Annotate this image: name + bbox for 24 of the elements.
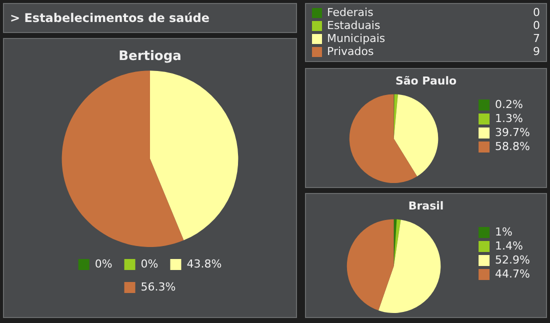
legend-label: 43.8% [186,257,222,270]
legend-label: 0.2% [495,98,524,111]
legend-label: 56.3% [140,280,176,294]
legend-label: 0% [94,257,112,270]
legend-label: 1% [495,225,513,238]
data-label: 7 [533,32,540,45]
legend-label: 58.8% [495,140,530,153]
category-label: Federais [327,6,374,19]
legend-label: 0% [140,257,158,270]
data-label: 0 [533,6,540,19]
category-label: Privados [327,45,375,58]
text: > Estabelecimentos de saúde [10,10,211,25]
legend-label: 44.7% [495,267,530,280]
chart-title: Brasil [408,199,444,212]
legend-label: 1.3% [495,112,524,125]
data-label: 9 [533,45,540,58]
data-label: 0 [533,19,540,32]
category-label: Municipais [327,32,386,45]
legend-label: 39.7% [495,126,530,139]
chart-title: Bertioga [118,49,182,64]
category-label: Estaduais [327,19,382,32]
legend-label: 52.9% [495,253,530,266]
chart-title: São Paulo [395,74,457,88]
legend-label: 1.4% [495,239,524,252]
